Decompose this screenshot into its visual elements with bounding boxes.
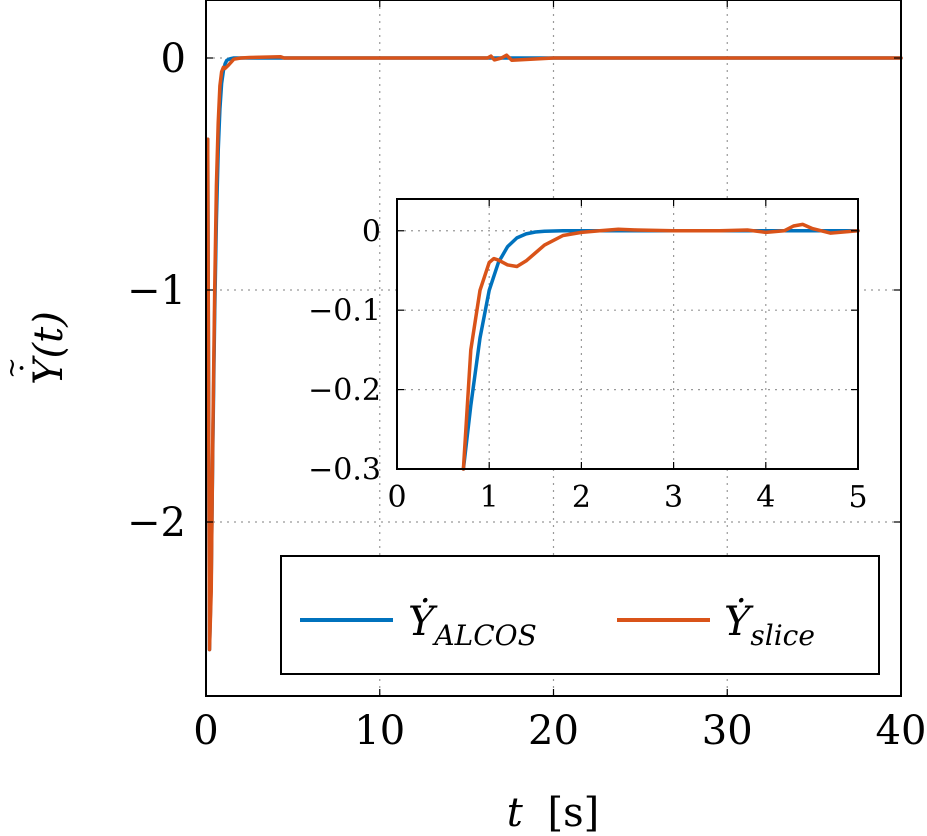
y-axis-label: Y(t) · ~ (0, 311, 72, 385)
main-x-tick-label: 20 (528, 708, 579, 754)
svg-text:ẎALCOS: ẎALCOS (408, 598, 537, 652)
svg-text:·: · (5, 363, 40, 373)
inset-x-tick-label: 5 (848, 480, 867, 515)
main-x-tick-label: 0 (193, 708, 218, 754)
x-axis-label-var: t (507, 790, 524, 836)
inset-plot-frame (396, 198, 859, 470)
x-axis-label: t [s] (507, 790, 600, 836)
inset-y-tick-label: −0.3 (308, 453, 381, 488)
main-series (205, 53, 903, 652)
svg-text:t [s]: t [s] (507, 790, 600, 836)
inset-ticks: 0 1 2 3 4 5 −0.3 −0.2 −0.1 0 (308, 199, 868, 515)
inset-y-tick-label: −0.1 (308, 294, 381, 329)
main-y-tick-label: 0 (161, 36, 186, 82)
legend-box (280, 555, 880, 675)
inset-x-tick-label: 2 (572, 480, 591, 515)
inset-series (461, 222, 860, 471)
legend: ẎALCOS Ẏslice (280, 555, 880, 675)
inset-grid (397, 199, 858, 470)
inset-plot: 0 1 2 3 4 5 −0.3 −0.2 −0.1 0 (308, 198, 868, 515)
svg-text:Y(t): Y(t) (26, 311, 72, 385)
svg-text:~: ~ (0, 357, 27, 379)
inset-series-line-slice (461, 222, 860, 471)
main-y-tick-label: −2 (127, 500, 186, 546)
legend-label-alcos: ẎALCOS (408, 598, 537, 652)
inset-x-tick-label: 1 (480, 480, 499, 515)
inset-y-tick-label: 0 (362, 214, 381, 249)
main-x-tick-label: 30 (702, 708, 753, 754)
main-y-tick-label: −1 (127, 268, 186, 314)
svg-text:Ẏslice: Ẏslice (724, 598, 815, 652)
main-ticks: 0 10 20 30 40−2−10 (127, 0, 926, 754)
inset-x-tick-label: 3 (664, 480, 683, 515)
inset-y-tick-label: −0.2 (308, 373, 381, 408)
inset-x-tick-label: 4 (756, 480, 775, 515)
x-axis-label-unit: [s] (548, 790, 600, 836)
main-x-tick-label: 10 (354, 708, 405, 754)
legend-label-slice: Ẏslice (724, 598, 815, 652)
main-series-line-slice (205, 53, 903, 652)
main-x-tick-label: 40 (876, 708, 927, 754)
inset-x-tick-label: 0 (387, 480, 406, 515)
